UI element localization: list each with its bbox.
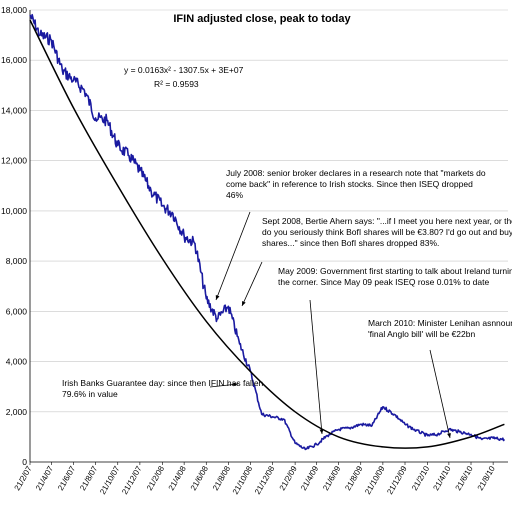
x-tick-label: 21/8/07 <box>78 464 99 492</box>
annotation-text: July 2008: senior broker declares in a r… <box>226 168 486 178</box>
x-tick-labels: 21/2/07 21/4/07 21/6/07 21/8/0721/10/0721/1… <box>13 464 498 496</box>
annotation: July 2008: senior broker declares in a r… <box>215 168 486 301</box>
x-tick-label: 21/10/07 <box>98 464 122 496</box>
y-tick-label: 2,000 <box>6 407 28 417</box>
x-tick-label: 21/2/08 <box>145 464 166 492</box>
annotation: March 2010: Minister Lenihan asnnounces'… <box>368 318 512 439</box>
y-tick-label: 14,000 <box>1 105 27 115</box>
trendline-r2: R² = 0.9593 <box>154 79 199 89</box>
annotation: Irish Banks Guarantee day: since then IF… <box>62 378 264 399</box>
trendline-equation: y = 0.0163x² - 1307.5x + 3E+07 <box>124 65 244 75</box>
annotation: May 2009: Government first starting to t… <box>278 266 512 435</box>
annotation-text: come back" in reference to Irish stocks.… <box>226 179 473 189</box>
x-tick-label: 21/6/10 <box>454 464 475 492</box>
gridlines <box>30 9 508 413</box>
x-tick-label: 21/6/07 <box>56 464 77 492</box>
annotation-text: March 2010: Minister Lenihan asnnounces <box>368 318 512 328</box>
annotation-text: 79.6% in value <box>62 389 118 399</box>
trendline-curve <box>29 19 505 449</box>
y-tick-label: 8,000 <box>6 256 28 266</box>
annotation-text: May 2009: Government first starting to t… <box>278 266 512 276</box>
annotations: July 2008: senior broker declares in a r… <box>62 168 512 439</box>
x-tick-label: 21/2/07 <box>13 464 34 492</box>
x-tick-label: 21/2/09 <box>278 464 299 492</box>
x-tick-label: 21/10/09 <box>363 464 387 496</box>
annotation-arrowhead <box>319 429 324 434</box>
y-tick-label: 4,000 <box>6 357 28 367</box>
chart-title: IFIN adjusted close, peak to today <box>173 13 351 25</box>
y-tick-label: 6,000 <box>6 306 28 316</box>
annotation-arrowhead <box>233 382 238 387</box>
y-tick-labels: 0 2,000 4,000 6,000 8,000 10,000 12,000 14,000 1… <box>1 5 27 467</box>
annotation-text: do you seriously think BofI shares will … <box>262 227 512 237</box>
annotation-arrow <box>429 349 451 439</box>
x-tick-label: 21/12/08 <box>253 464 277 496</box>
x-tick-label: 21/4/09 <box>299 464 320 492</box>
x-tick-label: 21/10/08 <box>231 464 255 496</box>
x-tick-label: 21/4/07 <box>34 464 55 492</box>
series-layer <box>29 13 506 451</box>
x-tick-label: 21/2/10 <box>410 464 431 492</box>
annotation-text: the corner. Since May 09 peak ISEQ rose … <box>278 277 489 287</box>
x-tick-label: 21/8/09 <box>343 464 364 492</box>
y-tick-label: 10,000 <box>1 206 27 216</box>
y-tick-label: 16,000 <box>1 55 27 65</box>
annotation-arrowhead <box>447 433 451 438</box>
axes <box>29 10 508 465</box>
annotation-arrow <box>209 383 239 388</box>
annotation-text: 46% <box>226 190 243 200</box>
annotation-arrowhead <box>242 301 246 306</box>
x-tick-label: 21/6/08 <box>189 464 210 492</box>
annotation-text: 'final Anglo bill' will be €22bn <box>368 329 475 339</box>
x-tick-label: 21/6/09 <box>321 464 342 492</box>
annotation-arrow <box>309 299 323 435</box>
annotation-text: Sept 2008, Bertie Ahern says: "...if I m… <box>262 216 512 226</box>
x-tick-label: 21/8/08 <box>211 464 232 492</box>
x-tick-label: 21/12/07 <box>120 464 144 496</box>
price-series-line <box>29 13 506 451</box>
y-tick-label: 18,000 <box>1 5 27 15</box>
annotation-text: shares..." since then BofI shares droppe… <box>262 238 439 248</box>
x-tick-label: 21/4/10 <box>431 464 452 492</box>
annotation: Sept 2008, Bertie Ahern says: "...if I m… <box>241 216 512 307</box>
trendline-layer <box>29 19 505 449</box>
annotation-arrowhead <box>215 295 220 300</box>
x-tick-label: 21/8/10 <box>476 464 497 492</box>
annotation-text: Irish Banks Guarantee day: since then IF… <box>62 378 264 388</box>
y-tick-label: 12,000 <box>1 156 27 166</box>
y-tick-label: 0 <box>22 457 27 467</box>
annotation-arrow <box>215 211 251 301</box>
x-tick-label: 21/4/08 <box>167 464 188 492</box>
x-tick-label: 21/12/09 <box>385 464 409 496</box>
annotation-arrow <box>241 261 263 307</box>
